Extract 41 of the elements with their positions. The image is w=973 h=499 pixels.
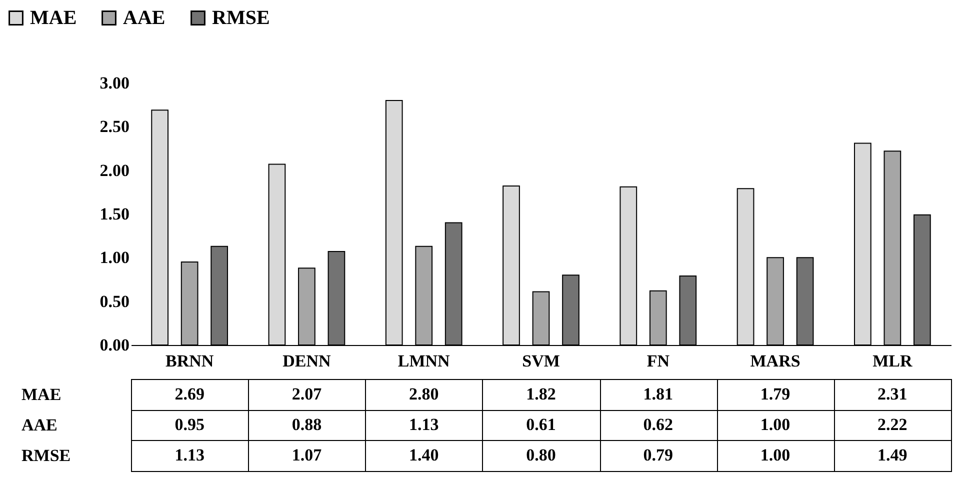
text: MAE xyxy=(22,384,62,404)
data-label: 2.69 xyxy=(174,384,204,404)
data-label: 0.61 xyxy=(526,415,556,434)
data-label: 0.95 xyxy=(174,415,204,434)
y-tick-label: 0.50 xyxy=(100,292,130,311)
data-label: 0.79 xyxy=(643,446,674,465)
data-label: 1.13 xyxy=(408,415,439,434)
data-label: 0.62 xyxy=(643,415,674,434)
y-tick-label: 1.50 xyxy=(100,204,130,224)
y-tick-label: 2.50 xyxy=(100,117,130,136)
x-tick-label: SVM xyxy=(522,352,560,370)
x-tick-label: DENN xyxy=(282,352,332,370)
text: AAE xyxy=(22,416,58,434)
data-label: 1.00 xyxy=(760,446,790,465)
x-tick-label: FN xyxy=(646,352,670,370)
data-label: 1.00 xyxy=(760,415,790,434)
x-tick-label: LMNN xyxy=(398,352,451,370)
legend-label: RMSE xyxy=(212,7,270,29)
data-label: 2.80 xyxy=(408,384,439,404)
x-tick-label: BRNN xyxy=(165,352,214,370)
data-label: 1.40 xyxy=(408,446,439,465)
data-label: 2.22 xyxy=(878,415,908,434)
y-tick-label: 1.00 xyxy=(100,248,130,268)
data-label: 1.07 xyxy=(292,446,322,465)
data-label: 1.79 xyxy=(760,384,790,404)
y-tick-label: 2.00 xyxy=(100,160,130,180)
data-label: 1.49 xyxy=(878,446,908,465)
data-label: 1.81 xyxy=(643,384,674,404)
data-label: 2.31 xyxy=(878,384,908,404)
data-label: 1.13 xyxy=(174,446,204,465)
y-tick-label: 3.00 xyxy=(100,74,130,92)
data-label: 2.07 xyxy=(292,384,322,404)
data-label: 0.80 xyxy=(526,446,556,465)
legend-label: AAE xyxy=(123,7,166,29)
data-label: 1.82 xyxy=(526,384,556,404)
text: RMSE xyxy=(22,446,71,466)
x-tick-label: MLR xyxy=(872,352,913,370)
y-tick-label: 0.00 xyxy=(100,336,130,354)
legend-label: MAE xyxy=(30,7,77,29)
x-tick-label: MARS xyxy=(750,352,800,370)
data-label: 0.88 xyxy=(292,415,322,434)
